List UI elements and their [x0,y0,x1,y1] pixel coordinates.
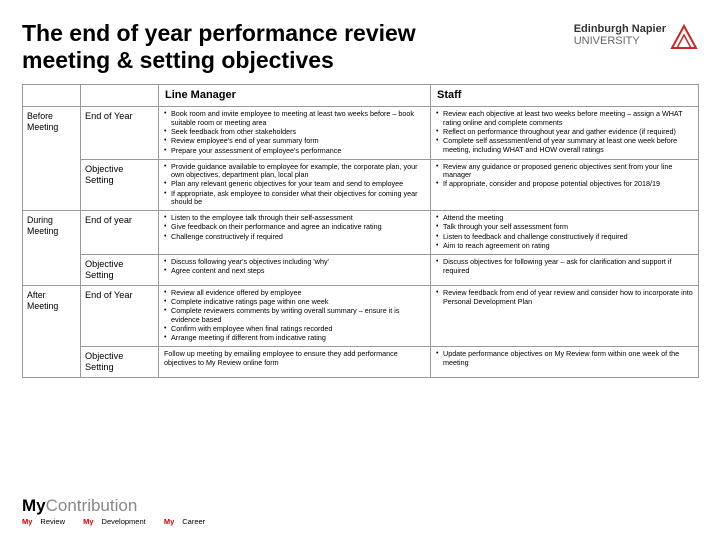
bullet-list: Attend the meetingTalk through your self… [436,214,693,250]
stage-cell: Objective Setting [81,254,159,285]
footer-tag: Development [102,517,146,526]
list-item: Discuss objectives for following year – … [436,258,693,275]
list-item: Challenge constructively if required [164,233,425,242]
guidance-table: Line Manager Staff Before MeetingEnd of … [22,84,699,378]
staff-cell: Review feedback from end of year review … [431,285,699,346]
list-item: Aim to reach agreement on rating [436,242,693,251]
stage-cell: End of year [81,211,159,255]
line-manager-cell: Discuss following year's objectives incl… [159,254,431,285]
footer-tags: MyReview MyDevelopment MyCareer [22,517,221,526]
line-manager-cell: Book room and invite employee to meeting… [159,107,431,159]
table-row: During MeetingEnd of yearListen to the e… [23,211,699,255]
triangle-icon [670,22,698,50]
staff-cell: Review any guidance or proposed generic … [431,159,699,211]
th-blank1 [23,85,81,107]
list-item: If appropriate, consider and propose pot… [436,180,693,189]
footer-tag: Career [182,517,205,526]
stage-cell: End of Year [81,285,159,346]
line-manager-cell: Provide guidance available to employee f… [159,159,431,211]
table-row: Objective SettingFollow up meeting by em… [23,347,699,378]
list-item: Give feedback on their performance and a… [164,223,425,232]
list-item: Agree content and next steps [164,267,425,276]
list-item: If appropriate, ask employee to consider… [164,190,425,207]
list-item: Prepare your assessment of employee's pe… [164,147,425,156]
table-row: Before MeetingEnd of YearBook room and i… [23,107,699,159]
list-item: Arrange meeting if different from indica… [164,334,425,343]
list-item: Listen to feedback and challenge constru… [436,233,693,242]
page-title: The end of year performance review meeti… [22,20,482,74]
list-item: Complete self assessment/end of year sum… [436,137,693,154]
uni-sub: UNIVERSITY [574,35,640,47]
list-item: Book room and invite employee to meeting… [164,110,425,127]
list-item: Review employee's end of year summary fo… [164,137,425,146]
staff-cell: Attend the meetingTalk through your self… [431,211,699,255]
list-item: Talk through your self assessment form [436,223,693,232]
list-item: Review each objective at least two weeks… [436,110,693,127]
staff-cell: Update performance objectives on My Revi… [431,347,699,378]
table-row: Objective Setting Provide guidance availa… [23,159,699,211]
line-manager-cell: Listen to the employee talk through thei… [159,211,431,255]
university-logo: Edinburgh Napier UNIVERSITY [574,20,698,50]
uni-name: Edinburgh Napier [574,23,666,35]
bullet-list: Provide guidance available to employee f… [164,163,425,207]
footer-brand: MyContribution [22,496,221,516]
bullet-list: Review each objective at least two weeks… [436,110,693,154]
table-header-row: Line Manager Staff [23,85,699,107]
table-row: Objective Setting Discuss following year'… [23,254,699,285]
list-item: Update performance objectives on My Revi… [436,350,693,367]
list-item: Provide guidance available to employee f… [164,163,425,180]
bullet-list: Update performance objectives on My Revi… [436,350,693,367]
bullet-list: Review any guidance or proposed generic … [436,163,693,189]
footer: MyContribution MyReview MyDevelopment My… [22,496,221,526]
phase-cell: During Meeting [23,211,81,286]
bullet-list: Book room and invite employee to meeting… [164,110,425,155]
footer-tag: Review [40,517,65,526]
list-item: Plan any relevant generic objectives for… [164,180,425,189]
bullet-list: Discuss objectives for following year – … [436,258,693,275]
phase-cell: After Meeting [23,285,81,377]
stage-cell: Objective Setting [81,159,159,211]
bullet-list: Review all evidence offered by employeeC… [164,289,425,343]
stage-cell: End of Year [81,107,159,159]
footer-brand-pre: My [22,496,46,515]
list-item: Complete reviewers comments by writing o… [164,307,425,324]
phase-cell: Before Meeting [23,107,81,211]
line-manager-cell: Review all evidence offered by employeeC… [159,285,431,346]
footer-brand-post: Contribution [46,496,138,515]
bullet-list: Review feedback from end of year review … [436,289,693,306]
line-manager-cell: Follow up meeting by emailing employee t… [159,347,431,378]
table-row: After MeetingEnd of YearReview all evide… [23,285,699,346]
th-line-manager: Line Manager [159,85,431,107]
stage-cell: Objective Setting [81,347,159,378]
bullet-list: Discuss following year's objectives incl… [164,258,425,276]
bullet-list: Listen to the employee talk through thei… [164,214,425,241]
staff-cell: Discuss objectives for following year – … [431,254,699,285]
list-item: Review any guidance or proposed generic … [436,163,693,180]
th-blank2 [81,85,159,107]
th-staff: Staff [431,85,699,107]
list-item: Review feedback from end of year review … [436,289,693,306]
staff-cell: Review each objective at least two weeks… [431,107,699,159]
